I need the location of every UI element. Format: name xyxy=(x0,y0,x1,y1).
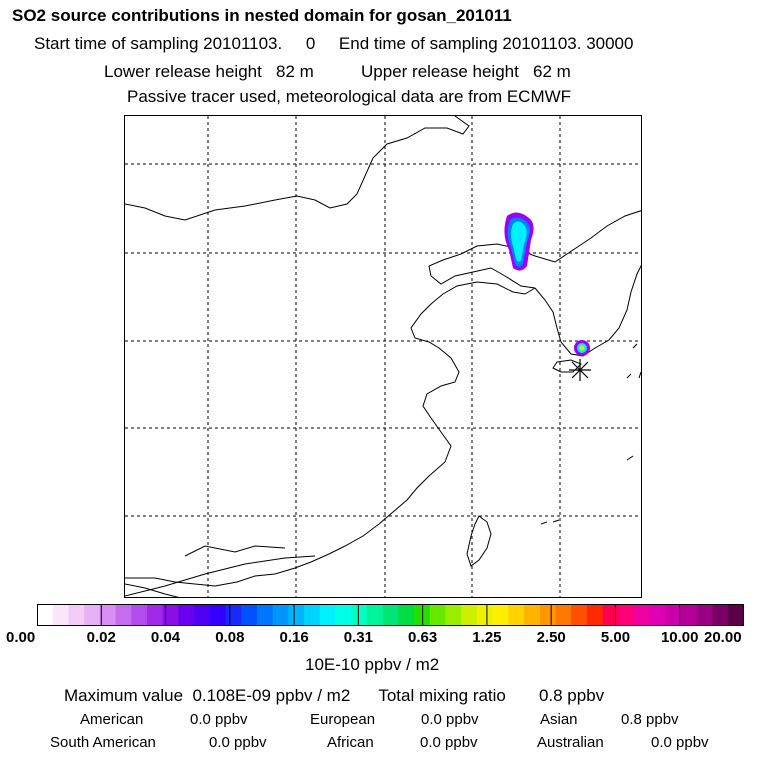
colorbar-tick-label: 10.00 xyxy=(660,629,699,646)
colorbar-cell xyxy=(288,604,305,626)
tracer-info-line: Passive tracer used, meteorological data… xyxy=(127,87,572,106)
region-value-south-american: 0.0 ppbv xyxy=(209,734,267,751)
region-name-australian: Australian xyxy=(537,734,604,751)
colorbar-cells xyxy=(37,604,744,626)
colorbar-cell xyxy=(508,604,525,626)
region-name-american: American xyxy=(80,711,144,728)
concentration-plume-receptor xyxy=(574,340,590,356)
colorbar-cell xyxy=(571,604,588,626)
release-height-line: Lower release height 82 m Upper release … xyxy=(104,62,571,81)
map-panel xyxy=(124,115,642,598)
region-name-asian: Asian xyxy=(540,711,578,728)
colorbar-cell xyxy=(272,604,289,626)
colorbar-tick-label: 0.31 xyxy=(343,629,373,646)
colorbar-cell xyxy=(304,604,321,626)
colorbar-tick-label: 0.08 xyxy=(215,629,245,646)
colorbar-cell xyxy=(429,604,447,626)
region-value-asian: 0.8 ppbv xyxy=(621,711,679,728)
colorbar-cell xyxy=(476,604,494,626)
colorbar-cell xyxy=(335,604,352,626)
maximum-value-line: Maximum value 0.108E-09 ppbv / m2 Total … xyxy=(64,686,605,705)
region-name-south-american: South American xyxy=(50,734,156,751)
receptor-marker xyxy=(569,359,591,381)
colorbar-cell xyxy=(115,604,132,626)
colorbar-cell xyxy=(178,604,195,626)
lat-lon-grid xyxy=(125,116,641,597)
colorbar-tick-label: 1.25 xyxy=(472,629,502,646)
region-name-european: European xyxy=(310,711,376,728)
colorbar-cell xyxy=(68,604,85,626)
colorbar-cell xyxy=(131,604,148,626)
colorbar-cell xyxy=(194,604,211,626)
page-title: SO2 source contributions in nested domai… xyxy=(12,6,512,25)
colorbar-cell xyxy=(728,604,744,626)
map-canvas xyxy=(125,116,641,597)
colorbar-cell xyxy=(445,604,462,626)
coastlines xyxy=(125,116,641,597)
colorbar-cell xyxy=(649,604,667,626)
colorbar-cell xyxy=(366,604,384,626)
colorbar-cell xyxy=(586,604,604,626)
colorbar-cell xyxy=(256,604,274,626)
colorbar-cell xyxy=(665,604,682,626)
colorbar-cell xyxy=(539,604,557,626)
colorbar-cell xyxy=(712,604,729,626)
colorbar-tick-label: 0.63 xyxy=(408,629,438,646)
colorbar-cell xyxy=(602,604,619,626)
colorbar-cell xyxy=(52,604,70,626)
sampling-time-line: Start time of sampling 20101103. 0 End t… xyxy=(34,34,634,53)
colorbar-cell xyxy=(681,604,698,626)
colorbar-cell xyxy=(398,604,415,626)
colorbar-cell xyxy=(319,604,337,626)
colorbar-tick-labels: 0.00 0.02 0.04 0.08 0.16 0.31 0.63 1.25 2.50 5.00… xyxy=(0,629,768,649)
colorbar-cell xyxy=(634,604,651,626)
colorbar-tick-label: 0.04 xyxy=(150,629,181,646)
colorbar-cell xyxy=(524,604,541,626)
colorbar-cell xyxy=(461,604,478,626)
colorbar-cell xyxy=(555,604,572,626)
region-value-african: 0.0 ppbv xyxy=(420,734,478,751)
region-value-american: 0.0 ppbv xyxy=(190,711,248,728)
colorbar-dividers xyxy=(100,604,681,626)
concentration-plume-north xyxy=(504,212,534,271)
colorbar-cell xyxy=(696,604,714,626)
colorbar xyxy=(37,604,744,626)
colorbar-tick-label: 0.02 xyxy=(86,629,116,646)
colorbar-cell xyxy=(382,604,399,626)
colorbar-border xyxy=(37,604,744,626)
colorbar-cell xyxy=(162,604,179,626)
colorbar-cell xyxy=(84,604,101,626)
colorbar-tick-label: 0.00 xyxy=(6,629,36,646)
colorbar-cell xyxy=(99,604,117,626)
colorbar-cell xyxy=(351,604,368,626)
colorbar-tick-label: 2.50 xyxy=(536,629,566,646)
colorbar-cell xyxy=(146,604,164,626)
colorbar-tick-label: 0.16 xyxy=(279,629,309,646)
region-value-european: 0.0 ppbv xyxy=(421,711,479,728)
colorbar-units: 10E-10 ppbv / m2 xyxy=(305,655,440,674)
colorbar-cell xyxy=(492,604,509,626)
region-name-african: African xyxy=(327,734,374,751)
colorbar-tick-label: 20.00 xyxy=(704,629,742,646)
colorbar-cell xyxy=(209,604,227,626)
colorbar-cell xyxy=(37,604,54,626)
colorbar-cell xyxy=(241,604,258,626)
colorbar-cell xyxy=(225,604,242,626)
colorbar-cell xyxy=(618,604,635,626)
colorbar-tick-label: 5.00 xyxy=(600,629,631,646)
region-value-australian: 0.0 ppbv xyxy=(651,734,709,751)
